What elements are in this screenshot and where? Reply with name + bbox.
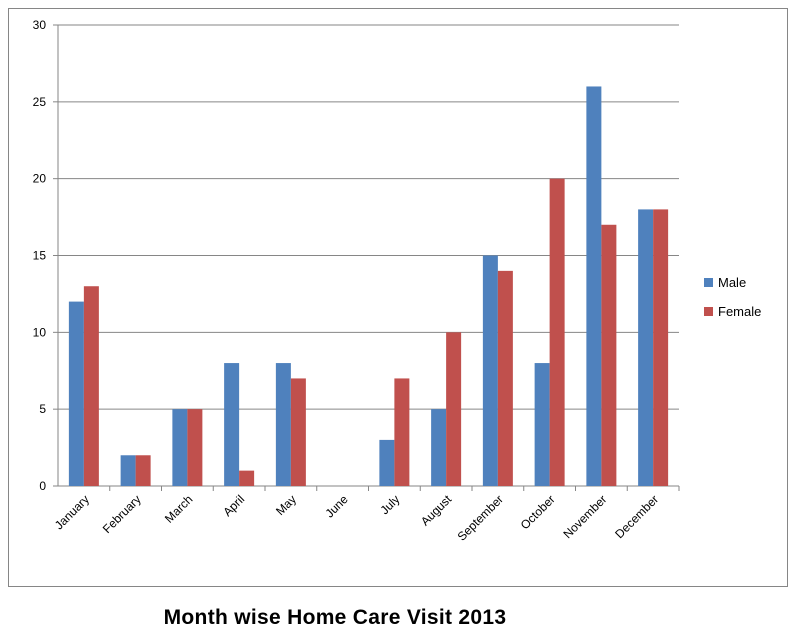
bar-male-october (534, 363, 550, 486)
bar-male-february (120, 455, 136, 486)
x-tick-label: September (455, 492, 506, 543)
x-tick-label: May (273, 492, 299, 518)
x-tick-label: November (560, 492, 609, 541)
bar-female-april (239, 470, 255, 486)
bar-male-january (68, 301, 84, 486)
bar-female-january (83, 286, 99, 486)
legend-swatch-female (704, 307, 713, 316)
chart-caption: Month wise Home Care Visit 2013 (163, 606, 507, 629)
bar-female-august (446, 332, 462, 486)
bar-male-march (172, 409, 188, 486)
x-tick-label: August (418, 492, 455, 529)
bar-male-july (379, 439, 395, 486)
y-tick-labels: 0 5 10 15 20 25 30 (33, 18, 47, 493)
y-tick-label: 30 (33, 18, 47, 32)
bar-male-september (482, 255, 498, 486)
x-tick-label: June (322, 492, 351, 521)
bar-male-december (638, 209, 654, 486)
y-tick-label: 20 (33, 172, 47, 186)
bar-male-november (586, 86, 602, 486)
y-tick-label: 5 (39, 402, 46, 416)
bar-female-march (187, 409, 203, 486)
y-tick-label: 15 (33, 249, 47, 263)
x-tick-label: February (100, 492, 144, 536)
bar-female-november (601, 224, 617, 486)
x-tick-label: October (518, 492, 558, 532)
bar-male-august (431, 409, 447, 486)
legend-label-male: Male (718, 275, 746, 290)
y-tick-label: 10 (33, 325, 47, 339)
bar-male-may (275, 363, 291, 486)
legend: Male Female (704, 275, 761, 319)
y-tick-label: 0 (39, 479, 46, 493)
gridlines (58, 24, 679, 410)
bar-male-april (224, 363, 240, 486)
x-tick-labels: January February March April May June July Augu… (52, 492, 661, 544)
bar-female-december (653, 209, 669, 486)
y-tick-label: 25 (33, 95, 47, 109)
legend-label-female: Female (718, 304, 761, 319)
bars (68, 86, 669, 486)
bar-female-september (497, 270, 513, 486)
x-tick-label: March (162, 492, 195, 525)
bar-female-february (135, 455, 151, 486)
bar-female-may (290, 378, 306, 486)
legend-swatch-male (704, 278, 713, 287)
x-tick-label: July (378, 492, 403, 517)
x-tick-label: December (612, 492, 661, 541)
bar-chart: 0 5 10 15 20 25 30 January February March April Ma… (33, 18, 762, 544)
bar-female-july (394, 378, 410, 486)
x-tick-label: April (220, 492, 247, 519)
axes (53, 24, 680, 491)
x-tick-label: January (52, 492, 92, 532)
bar-female-october (549, 178, 565, 486)
